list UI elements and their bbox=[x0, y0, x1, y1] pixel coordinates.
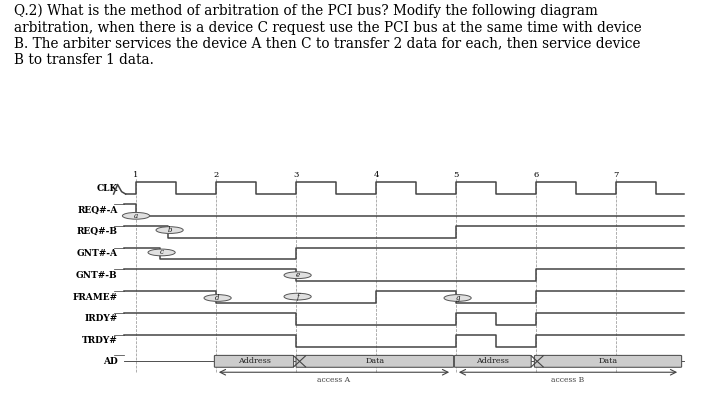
Text: Address: Address bbox=[238, 357, 271, 366]
FancyBboxPatch shape bbox=[454, 356, 531, 367]
Circle shape bbox=[444, 295, 471, 301]
FancyBboxPatch shape bbox=[296, 356, 454, 367]
FancyBboxPatch shape bbox=[534, 356, 682, 367]
Text: 3: 3 bbox=[293, 171, 299, 179]
Text: 4: 4 bbox=[373, 171, 379, 179]
Circle shape bbox=[284, 293, 311, 300]
Circle shape bbox=[284, 272, 311, 279]
Text: GNT#-A: GNT#-A bbox=[76, 249, 117, 258]
Text: REQ#-A: REQ#-A bbox=[77, 206, 117, 214]
Text: Q.2) What is the method of arbitration of the PCI bus? Modify the following diag: Q.2) What is the method of arbitration o… bbox=[14, 4, 642, 67]
Text: f: f bbox=[297, 293, 299, 301]
Text: TRDY#: TRDY# bbox=[82, 336, 117, 345]
Circle shape bbox=[148, 249, 175, 256]
Text: b: b bbox=[167, 226, 172, 234]
Text: IRDY#: IRDY# bbox=[84, 314, 117, 323]
Circle shape bbox=[122, 212, 150, 219]
Text: GNT#-B: GNT#-B bbox=[76, 271, 117, 280]
Text: access A: access A bbox=[318, 376, 351, 384]
Text: 2: 2 bbox=[213, 171, 219, 179]
Text: access B: access B bbox=[552, 376, 585, 384]
Text: Address: Address bbox=[477, 357, 509, 366]
Text: AD: AD bbox=[103, 357, 117, 366]
Text: 5: 5 bbox=[454, 171, 459, 179]
Text: d: d bbox=[215, 294, 220, 302]
Circle shape bbox=[156, 227, 183, 234]
Text: e: e bbox=[295, 271, 300, 279]
Text: FRAME#: FRAME# bbox=[73, 293, 117, 301]
Text: 1: 1 bbox=[133, 171, 139, 179]
Text: a: a bbox=[134, 212, 138, 220]
Circle shape bbox=[204, 295, 231, 301]
Text: CLK: CLK bbox=[96, 184, 117, 192]
Text: REQ#-B: REQ#-B bbox=[76, 227, 117, 236]
Text: c: c bbox=[160, 248, 163, 257]
Text: 7: 7 bbox=[613, 171, 618, 179]
Text: Data: Data bbox=[598, 357, 618, 366]
Text: g: g bbox=[455, 294, 460, 302]
Text: 6: 6 bbox=[534, 171, 539, 179]
FancyBboxPatch shape bbox=[215, 356, 294, 367]
Text: Data: Data bbox=[365, 357, 384, 366]
